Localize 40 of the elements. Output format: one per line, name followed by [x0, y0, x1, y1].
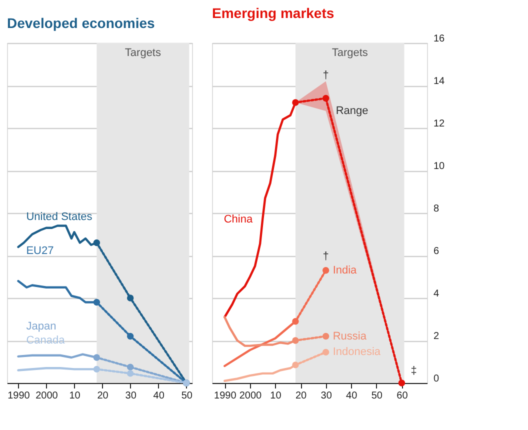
- x-tick-label: 30: [320, 390, 332, 402]
- series-label: China: [224, 213, 254, 226]
- x-tick-label: 2000: [36, 390, 58, 402]
- series-label: United States: [26, 211, 93, 223]
- band-label: Targets: [124, 47, 162, 59]
- x-tick-label: 50: [181, 390, 193, 402]
- y-tick-label: 14: [434, 76, 446, 87]
- y-tick-label: 16: [434, 34, 446, 44]
- x-tick-label: 10: [270, 390, 282, 402]
- band-label: Targets: [332, 47, 368, 59]
- text: Canada: [26, 334, 66, 346]
- x-tick-label: 1990: [8, 390, 30, 402]
- x-tick-label: 2000: [239, 390, 262, 402]
- x-tick-label: 20: [97, 390, 109, 402]
- annotation: Range: [336, 105, 368, 117]
- series-label: India: [332, 264, 358, 276]
- y-tick-label: 12: [434, 118, 446, 130]
- annotation: ‡: [410, 365, 417, 377]
- y-tick-label: 2: [434, 331, 440, 342]
- y-tick-label: 8: [434, 204, 440, 214]
- y-tick-label: 6: [434, 246, 440, 257]
- y-tick-label: 10: [434, 161, 446, 172]
- x-tick-label: 50: [371, 390, 383, 402]
- x-tick-label: 40: [346, 390, 358, 402]
- x-tick-label: 20: [295, 390, 308, 402]
- series-label: Indonesia: [332, 346, 382, 358]
- x-tick-label: 60: [396, 390, 408, 402]
- x-tick-label: 10: [69, 390, 81, 402]
- annotation: †: [322, 69, 329, 82]
- series-label: Russia: [332, 330, 368, 342]
- x-tick-label: 30: [125, 390, 137, 402]
- y-tick-label: 0: [434, 374, 440, 384]
- chart-title: Developed economies: [7, 15, 156, 31]
- text: EU27: [26, 245, 54, 257]
- x-tick-label: 1990: [214, 390, 237, 402]
- text: Japan: [26, 320, 56, 332]
- y-tick-label: 4: [434, 288, 440, 300]
- annotation: †: [322, 250, 329, 262]
- x-tick-label: 40: [153, 390, 165, 402]
- chart-title: Emerging markets: [212, 5, 334, 21]
